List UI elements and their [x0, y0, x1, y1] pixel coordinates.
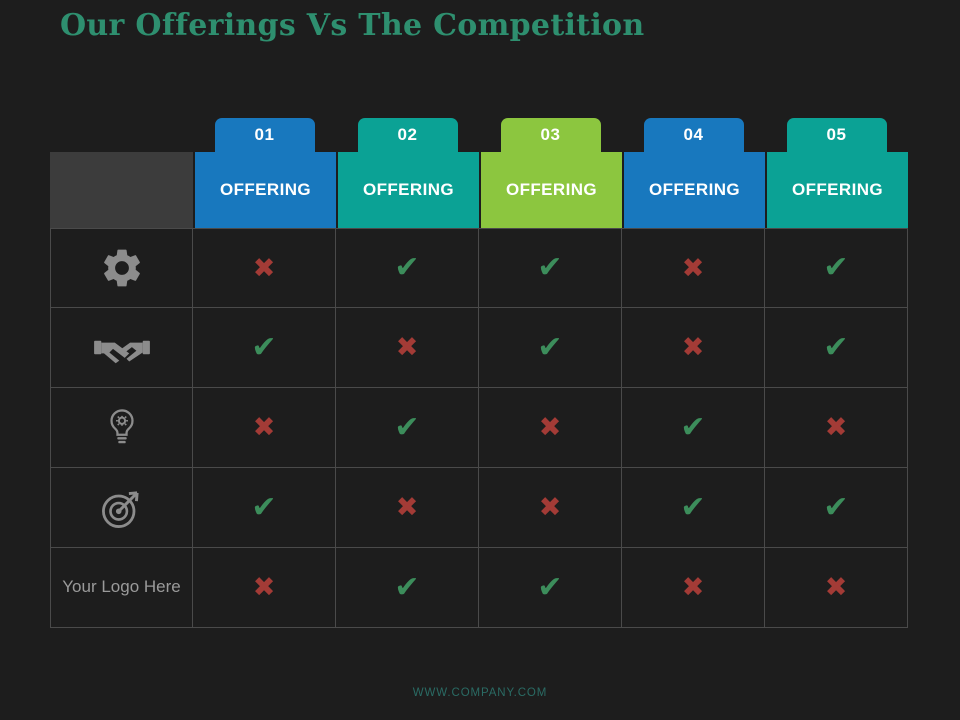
mark-cell: ✖ — [538, 412, 562, 443]
mark-cell: ✔ — [251, 489, 277, 525]
mark-cell: ✔ — [537, 329, 563, 365]
table-row-idea: ✖ ✔ ✖ ✔ ✖ — [50, 388, 908, 468]
icon-cell — [50, 308, 193, 388]
mark-cell: ✖ — [824, 572, 848, 603]
tab-01: 01 — [214, 118, 315, 152]
tab-04-number: 04 — [683, 125, 704, 144]
handshake-icon — [93, 340, 150, 363]
table-row-handshake: ✔ ✖ ✔ ✖ ✔ — [50, 308, 908, 388]
mark-cell: ✖ — [252, 572, 276, 603]
icon-cell — [50, 228, 193, 308]
tab-01-number: 01 — [254, 125, 275, 144]
offering-header-02-label: OFFERING — [362, 180, 455, 199]
mark-cell: ✔ — [823, 250, 849, 285]
tab-05-number: 05 — [826, 125, 847, 144]
offering-header-03: OFFERING — [479, 152, 622, 228]
mark-cell: ✔ — [251, 329, 277, 365]
table-row-target: ✔ ✖ ✖ ✔ ✔ — [50, 468, 908, 548]
table-row-logo: Your Logo Here ✖ ✔ ✔ ✖ ✖ — [50, 548, 908, 628]
offering-header-01-label: OFFERING — [219, 180, 312, 199]
mark-cell: ✖ — [395, 332, 419, 363]
mark-cell: ✔ — [394, 409, 420, 445]
tab-02: 02 — [357, 118, 458, 152]
tab-04: 04 — [643, 118, 744, 152]
mark-cell: ✖ — [395, 492, 419, 523]
tab-02-number: 02 — [397, 125, 418, 144]
idea-icon — [109, 408, 134, 443]
table-row-gear: ✖ ✔ ✔ ✖ ✔ — [50, 228, 908, 308]
header-row: OFFERING OFFERING OFFERING OFFERING OFFE… — [50, 152, 908, 228]
icon-cell — [50, 388, 193, 468]
gear-icon — [103, 249, 140, 287]
mark-cell: ✖ — [538, 492, 562, 523]
mark-cell: ✖ — [252, 412, 276, 443]
mark-cell: ✔ — [823, 489, 849, 525]
mark-cell: ✔ — [680, 489, 706, 525]
offering-header-05-label: OFFERING — [791, 180, 884, 199]
offering-header-05: OFFERING — [765, 152, 908, 228]
tab-03: 03 — [500, 118, 601, 152]
offering-header-03-label: OFFERING — [505, 180, 598, 199]
mark-cell: ✖ — [681, 332, 705, 363]
mark-cell: ✖ — [681, 572, 705, 603]
tab-03-number: 03 — [540, 125, 561, 144]
mark-cell: ✔ — [537, 569, 563, 605]
mark-cell: ✔ — [680, 409, 706, 445]
comparison-table: 01 02 03 04 05 OFFERING OFFERING OFFERIN… — [50, 118, 908, 628]
tab-05: 05 — [786, 118, 887, 152]
offering-header-04: OFFERING — [622, 152, 765, 228]
mark-cell: ✔ — [394, 250, 420, 285]
footer-url: WWW.COMPANY.COM — [412, 687, 548, 699]
header-corner-cell — [50, 152, 193, 228]
mark-cell: ✖ — [252, 252, 276, 284]
offering-header-02: OFFERING — [336, 152, 479, 228]
mark-cell: ✖ — [824, 412, 848, 443]
mark-cell: ✖ — [681, 252, 705, 284]
page-title: Our Offerings Vs The Competition — [60, 8, 645, 43]
offering-header-01: OFFERING — [193, 152, 336, 228]
target-icon — [101, 490, 139, 528]
mark-cell: ✔ — [537, 250, 563, 285]
tab-spacer — [50, 118, 193, 152]
mark-cell: ✔ — [823, 329, 849, 365]
tab-row: 01 02 03 04 05 — [50, 118, 908, 152]
icon-cell — [50, 468, 193, 548]
offering-header-04-label: OFFERING — [648, 180, 741, 199]
mark-cell: ✔ — [394, 569, 420, 605]
logo-placeholder-text: Your Logo Here — [62, 577, 181, 597]
logo-cell: Your Logo Here — [50, 548, 193, 628]
